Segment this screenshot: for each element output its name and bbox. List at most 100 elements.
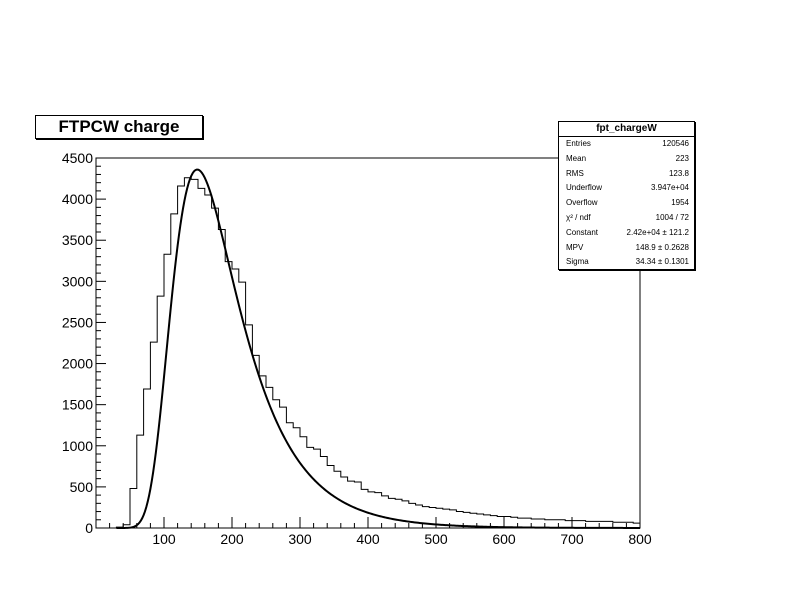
histogram-bin (402, 501, 409, 528)
y-tick-label: 2500 (62, 314, 93, 330)
histogram-bin (232, 269, 239, 528)
stats-label: Constant (566, 227, 599, 237)
histogram-bin (552, 520, 559, 528)
histogram-bin (579, 521, 586, 528)
histogram-bin (246, 325, 253, 528)
histogram-bin (409, 503, 416, 528)
stats-title: fpt_chargeW (559, 122, 694, 137)
stats-label: MPV (566, 242, 584, 252)
stats-value: 148.9 ± 0.2628 (635, 242, 689, 252)
histogram-bin (436, 508, 443, 528)
stats-row: χ² / ndf 1004 / 72 (559, 211, 694, 226)
y-tick-label: 1500 (62, 397, 93, 413)
histogram-bin (252, 355, 259, 528)
x-tick-label: 200 (220, 531, 244, 547)
histogram-bin (565, 521, 572, 528)
histogram-bin (572, 521, 579, 528)
axes: 0 500 1000 1500 2000 2500 3000 3500 4000 4500 100 2… (62, 150, 652, 547)
histogram-bin (320, 456, 327, 528)
stats-row: Constant 2.42e+04 ± 121.2 (559, 226, 694, 241)
x-tick-label: 700 (560, 531, 584, 547)
histogram-bin (395, 499, 402, 528)
histogram-bin (116, 527, 123, 528)
chart-title: FTPCW charge (35, 115, 203, 139)
histogram-bin (164, 254, 171, 528)
histogram-bin (613, 522, 620, 528)
stats-label: RMS (566, 168, 584, 178)
histogram-bin (538, 519, 545, 528)
y-tick-label: 500 (70, 479, 94, 495)
histogram-bin (361, 489, 368, 528)
stats-label: Overflow (566, 198, 598, 208)
histogram-bin (375, 493, 382, 528)
x-tick-label: 300 (288, 531, 312, 547)
histogram-bin (422, 507, 429, 528)
histogram-series (96, 177, 640, 529)
histogram-bin (497, 516, 504, 528)
histogram-bin (382, 496, 389, 528)
x-tick-label: 100 (152, 531, 176, 547)
histogram-bin (341, 477, 348, 528)
histogram-bin (388, 498, 395, 528)
stats-label: Mean (566, 153, 587, 163)
histogram-bin (477, 514, 484, 528)
stats-value: 3.947e+04 (650, 183, 689, 193)
histogram-bin (456, 512, 463, 528)
histogram-bin (130, 489, 137, 528)
histogram-bin (205, 195, 212, 528)
histogram-bin (218, 230, 225, 528)
histogram-bin (354, 482, 361, 528)
y-tick-label: 2000 (62, 356, 93, 372)
y-tick-label: 3000 (62, 273, 93, 289)
histogram-bin (327, 466, 334, 528)
histogram-bin (504, 516, 511, 528)
histogram-bin (198, 188, 205, 528)
histogram-bin (511, 517, 518, 528)
stats-box: fpt_chargeW Entries 120546 Mean 223 RMS 123.8… (558, 121, 695, 270)
stats-value: 1004 / 72 (655, 212, 689, 222)
histogram-bin (307, 447, 314, 528)
histogram-bin (225, 262, 232, 528)
histogram-bin (137, 435, 144, 528)
histogram-bin (592, 521, 599, 528)
histogram-bin (150, 342, 157, 528)
histogram-bin (212, 208, 219, 528)
y-tick-label: 3500 (62, 232, 93, 248)
y-tick-label: 0 (85, 520, 93, 536)
stats-row: RMS 123.8 (559, 167, 694, 182)
y-tick-label: 4000 (62, 191, 93, 207)
y-tick-label: 4500 (62, 150, 93, 166)
histogram-bin (171, 214, 178, 528)
stats-value: 2.42e+04 ± 121.2 (626, 227, 689, 237)
histogram-bin (157, 296, 164, 528)
histogram-bin (286, 423, 293, 528)
stats-label: Entries (566, 139, 591, 148)
histogram-bin (144, 389, 151, 528)
stats-row: Underflow 3.947e+04 (559, 181, 694, 196)
stats-rows: Entries 120546 Mean 223 RMS 123.8 Underflow 3.9… (559, 137, 694, 270)
histogram-bin (531, 519, 538, 528)
histogram-bin (606, 521, 613, 528)
histogram-bin (470, 513, 477, 528)
histogram-bin (293, 428, 300, 528)
stats-label: Underflow (566, 183, 603, 193)
histogram-bin (273, 400, 280, 528)
histogram-bin (280, 407, 287, 528)
histogram-bin (450, 510, 457, 528)
stats-row: Entries 120546 (559, 137, 694, 152)
histogram-bin (348, 481, 355, 528)
histogram-bin (524, 518, 531, 528)
histogram-bin (259, 376, 266, 528)
y-tick-label: 1000 (62, 438, 93, 454)
histogram-bin (239, 282, 246, 528)
histogram-bin (518, 518, 525, 528)
histogram-bin (620, 522, 627, 528)
histogram-bin (191, 179, 198, 528)
stats-value: 34.34 ± 0.1301 (635, 257, 689, 267)
histogram-bin (490, 516, 497, 528)
stats-row: Sigma 34.34 ± 0.1301 (559, 255, 694, 270)
histogram-bin (416, 505, 423, 528)
histogram-bin (314, 449, 321, 528)
stats-label: Sigma (566, 257, 589, 267)
